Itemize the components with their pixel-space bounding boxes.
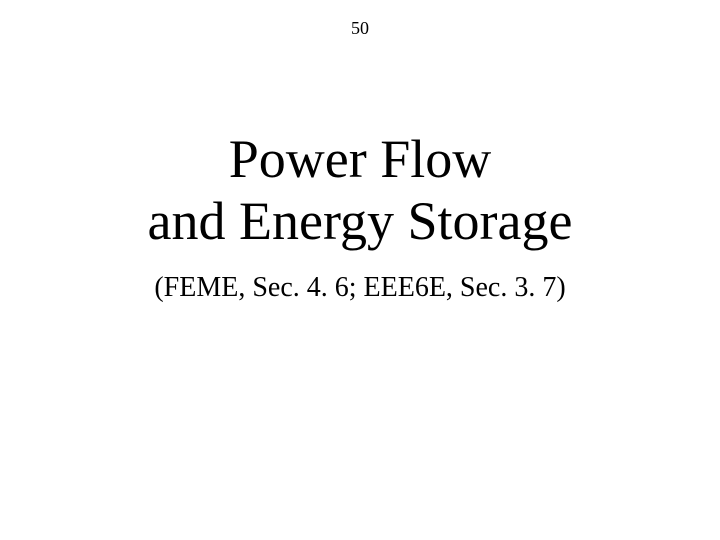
title-line-1: Power Flow [0, 128, 720, 190]
title-line-2: and Energy Storage [0, 190, 720, 252]
subtitle: (FEME, Sec. 4. 6; EEE6E, Sec. 3. 7) [0, 272, 720, 304]
page-number: 50 [0, 18, 720, 39]
title-block: Power Flow and Energy Storage [0, 128, 720, 252]
